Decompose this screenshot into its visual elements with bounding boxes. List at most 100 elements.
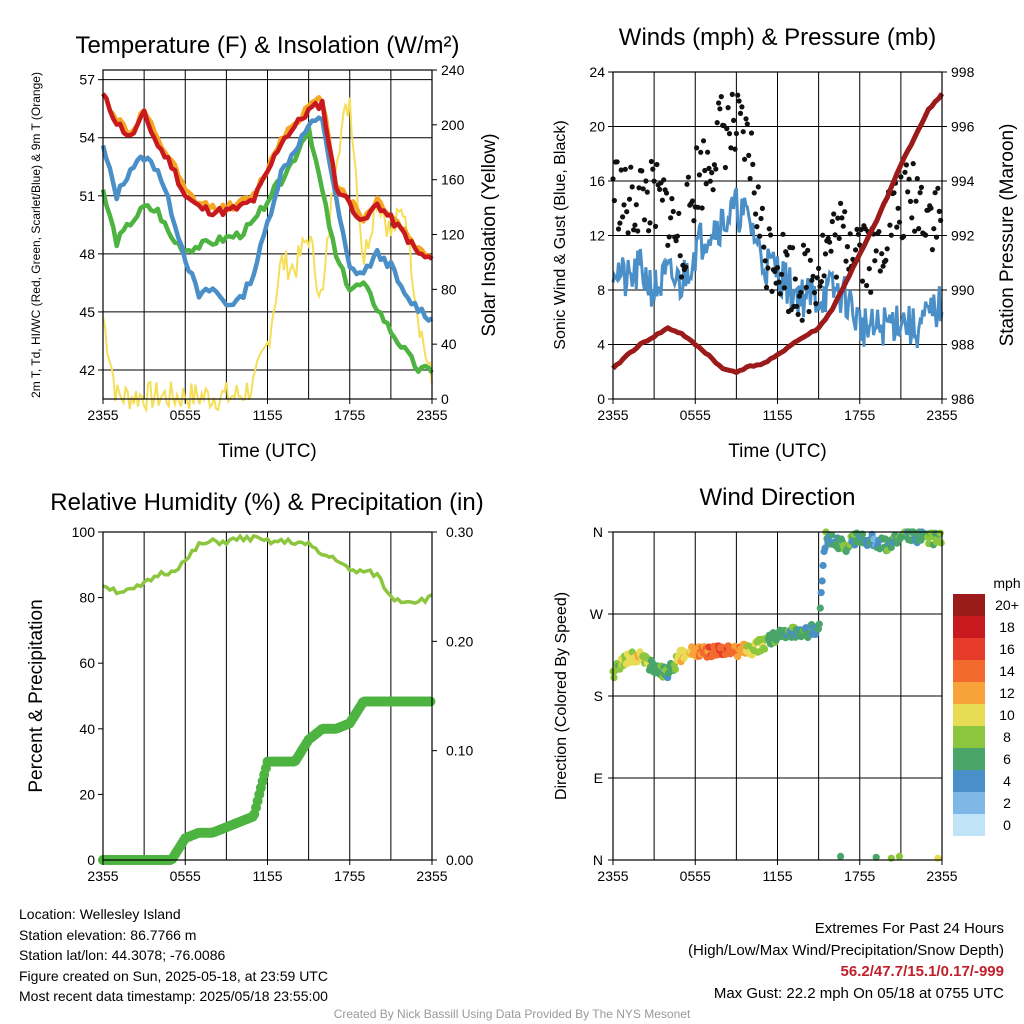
gust-point bbox=[668, 215, 674, 221]
gust-point bbox=[635, 228, 641, 234]
gust-point bbox=[615, 226, 622, 232]
gust-point bbox=[696, 172, 703, 178]
gust-point bbox=[864, 282, 870, 289]
direction-point bbox=[671, 665, 680, 674]
gust-point bbox=[803, 284, 809, 290]
precip-ytick-label: 0.10 bbox=[446, 743, 473, 759]
wdir-xtick-label: 2355 bbox=[926, 868, 957, 884]
gust-point bbox=[866, 266, 872, 272]
gust-point bbox=[839, 215, 845, 221]
gust-point bbox=[799, 317, 805, 323]
gust-point bbox=[758, 215, 764, 222]
gust-point bbox=[906, 176, 912, 182]
wind-xlabel: Time (UTC) bbox=[728, 441, 827, 462]
rh-xtick-label: 1155 bbox=[252, 868, 282, 884]
wdir-ytick-label: W bbox=[590, 606, 604, 622]
wind-xtick-label: 0555 bbox=[680, 407, 711, 423]
precip-ytick-label: 0.00 bbox=[446, 852, 473, 868]
gust-point bbox=[725, 105, 731, 111]
gust-point bbox=[847, 231, 853, 237]
wind-ytick-label: 24 bbox=[589, 64, 605, 80]
gust-point bbox=[843, 258, 849, 264]
speed-legend-swatch bbox=[953, 616, 985, 638]
gust-point bbox=[620, 214, 626, 220]
gust-point bbox=[905, 189, 911, 195]
gust-point bbox=[876, 229, 882, 235]
temp-ytick-label: 57 bbox=[79, 72, 95, 88]
gust-point bbox=[795, 311, 801, 317]
gust-point bbox=[879, 251, 885, 257]
gust-point bbox=[835, 215, 841, 221]
gust-point bbox=[813, 301, 819, 307]
gust-point bbox=[891, 190, 897, 196]
gust-point bbox=[768, 232, 774, 238]
gust-point bbox=[632, 222, 638, 228]
gust-point bbox=[831, 211, 837, 217]
station-location: Location: Wellesley Island bbox=[19, 906, 181, 922]
rh-ytick-label: 0 bbox=[87, 852, 95, 868]
wdir-xtick-label: 0555 bbox=[680, 868, 711, 884]
gust-point bbox=[710, 187, 716, 193]
gust-point bbox=[877, 268, 883, 274]
gust-point bbox=[711, 162, 718, 168]
rh-ylabel: Percent & Precipitation bbox=[26, 599, 47, 792]
speed-legend-label: 0 bbox=[1003, 817, 1011, 833]
gust-point bbox=[646, 228, 652, 234]
speed-legend-swatch bbox=[953, 726, 985, 748]
station-info: Location: Wellesley Island Station eleva… bbox=[19, 904, 328, 1007]
station-latlon: Station lat/lon: 44.3078; -76.0086 bbox=[19, 947, 226, 963]
speed-legend-label: 16 bbox=[999, 641, 1015, 657]
insolation-ytick-label: 0 bbox=[441, 391, 449, 407]
wdir-ytick-label: E bbox=[594, 770, 603, 786]
gust-point bbox=[614, 159, 620, 165]
gust-point bbox=[617, 220, 623, 226]
gust-point bbox=[858, 227, 864, 233]
temp-series-3 bbox=[100, 124, 434, 374]
gust-point bbox=[844, 244, 851, 250]
gust-point bbox=[790, 245, 796, 251]
gust-point bbox=[918, 184, 925, 190]
temp-ytick-label: 51 bbox=[79, 188, 95, 204]
temp-series-2 bbox=[100, 115, 434, 323]
speed-legend-swatch bbox=[953, 814, 985, 836]
insolation-ytick-label: 40 bbox=[441, 336, 457, 352]
gust-point bbox=[774, 265, 781, 271]
rh-chart-title: Relative Humidity (%) & Precipitation (i… bbox=[50, 489, 483, 516]
gust-point bbox=[685, 174, 692, 180]
direction-point bbox=[936, 529, 944, 537]
gust-point bbox=[702, 167, 708, 174]
gust-point bbox=[912, 228, 918, 234]
gust-point bbox=[644, 189, 650, 195]
gust-point bbox=[728, 145, 734, 151]
wdir-ylabel: Direction (Colored By Speed) bbox=[553, 592, 570, 800]
gust-point bbox=[873, 248, 879, 254]
wind-ytick-label: 20 bbox=[589, 119, 605, 135]
gust-point bbox=[625, 230, 631, 236]
gust-point bbox=[691, 218, 697, 224]
gust-point bbox=[932, 190, 938, 196]
speed-legend-label: 4 bbox=[1003, 773, 1011, 789]
temp-ytick-label: 45 bbox=[79, 304, 95, 320]
gust-point bbox=[907, 198, 914, 204]
gust-point bbox=[742, 156, 748, 162]
gust-point bbox=[673, 238, 679, 244]
direction-point bbox=[937, 539, 945, 547]
gust-point bbox=[694, 145, 700, 151]
gust-point bbox=[902, 169, 908, 175]
pressure-ytick-label: 996 bbox=[951, 119, 975, 135]
direction-point bbox=[895, 852, 904, 861]
gust-point bbox=[884, 246, 890, 252]
gust-point bbox=[857, 242, 863, 248]
temp-ytick-label: 42 bbox=[79, 362, 95, 378]
gust-point bbox=[751, 190, 757, 196]
rh-xtick-label: 1755 bbox=[334, 868, 365, 884]
gust-point bbox=[895, 205, 901, 211]
gust-point bbox=[903, 162, 910, 168]
direction-point bbox=[818, 577, 826, 585]
gust-point bbox=[761, 244, 767, 250]
gust-point bbox=[622, 166, 628, 172]
gust-point bbox=[757, 233, 763, 239]
gust-point bbox=[887, 222, 893, 228]
gust-point bbox=[755, 184, 761, 190]
gust-point bbox=[784, 252, 790, 258]
